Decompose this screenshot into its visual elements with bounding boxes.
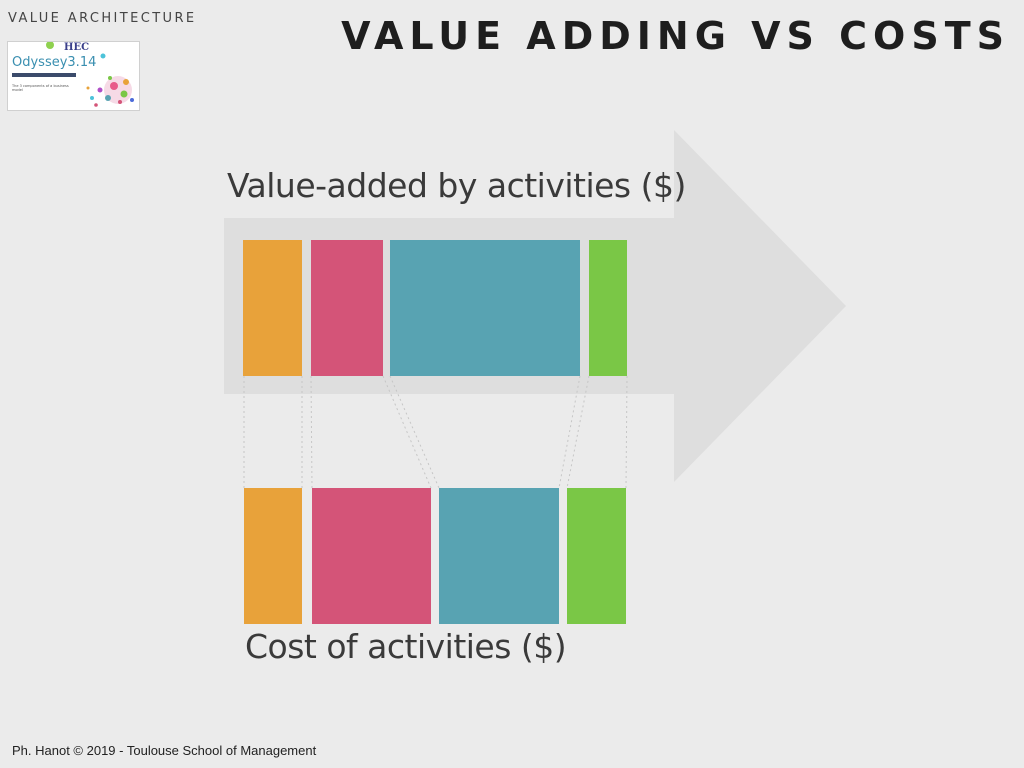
logo-dots	[46, 42, 134, 107]
slide-title: VALUE ADDING VS COSTS	[341, 14, 1010, 58]
value-activity-3	[390, 240, 580, 376]
value-activity-4	[589, 240, 627, 376]
logo-name: Odyssey3.14	[12, 55, 97, 70]
cost-label: Cost of activities ($)	[245, 627, 567, 666]
cost-activity-4	[567, 488, 626, 624]
connector-lines	[243, 375, 628, 489]
value-activity-2	[311, 240, 383, 376]
value-activity-1	[243, 240, 302, 376]
footer-credit: Ph. Hanot © 2019 - Toulouse School of Ma…	[12, 743, 317, 758]
logo-subtitle: The 3 components of a business model	[12, 84, 69, 92]
cost-activity-3	[439, 488, 559, 624]
value-added-label: Value-added by activities ($)	[227, 166, 686, 205]
cost-activity-1	[244, 488, 302, 624]
logo-brand: HEC	[64, 42, 90, 53]
cost-activity-2	[312, 488, 431, 624]
odyssey-logo: HEC Odyssey3.14 The 3 components of a bu…	[7, 41, 140, 111]
section-label: VALUE ARCHITECTURE	[8, 11, 197, 26]
logo-band	[12, 73, 76, 77]
